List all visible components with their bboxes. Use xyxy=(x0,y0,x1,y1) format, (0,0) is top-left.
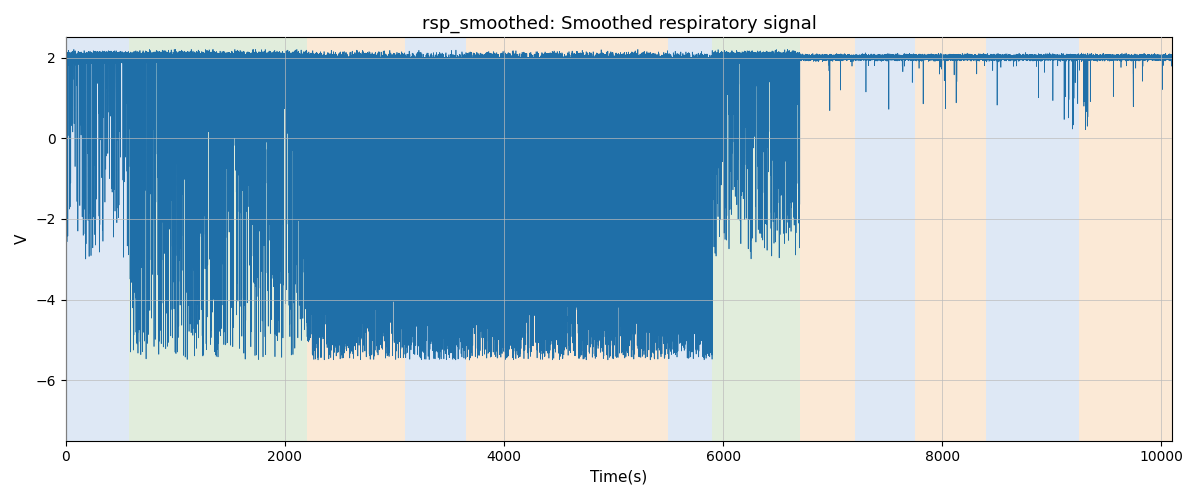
Bar xyxy=(914,38,986,440)
X-axis label: Time(s): Time(s) xyxy=(590,470,648,485)
Bar xyxy=(66,38,130,440)
Bar xyxy=(130,38,307,440)
Bar xyxy=(854,38,914,440)
Bar xyxy=(406,38,466,440)
Bar xyxy=(307,38,406,440)
Bar xyxy=(799,38,854,440)
Bar xyxy=(986,38,1079,440)
Bar xyxy=(1079,38,1172,440)
Y-axis label: V: V xyxy=(16,234,30,244)
Bar xyxy=(668,38,712,440)
Bar xyxy=(712,38,799,440)
Title: rsp_smoothed: Smoothed respiratory signal: rsp_smoothed: Smoothed respiratory signa… xyxy=(421,15,816,34)
Bar xyxy=(466,38,668,440)
